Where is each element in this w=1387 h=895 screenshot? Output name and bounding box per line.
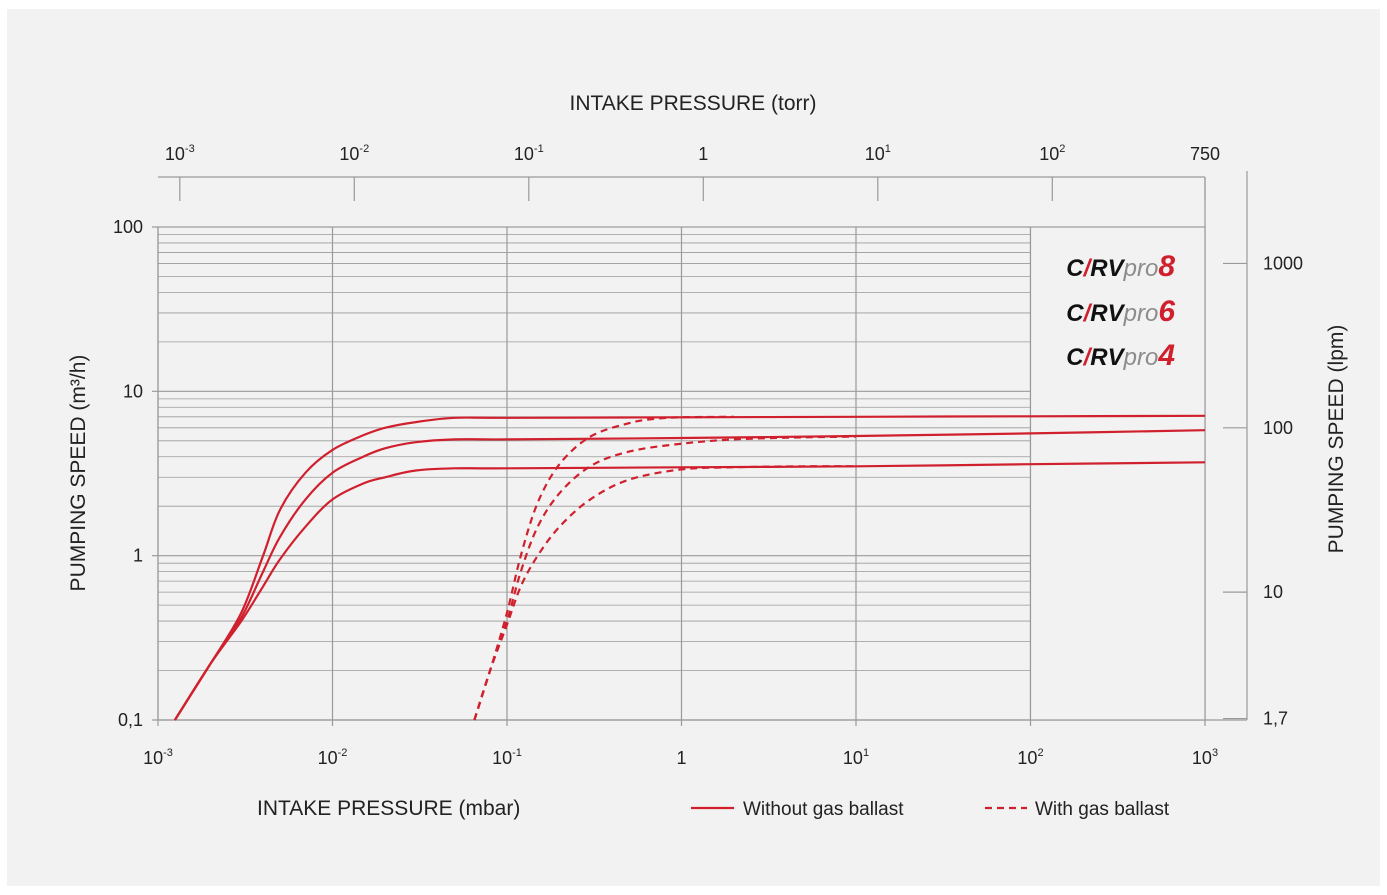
curve-crvpro4-dashed [473,465,857,721]
x-tick-label: 10-2 [318,747,348,768]
legend-dashed-label: With gas ballast [1035,799,1170,820]
y-tick-label: 0,1 [118,710,143,730]
x-tick-label: 101 [843,747,869,768]
x-tick-label: 1 [676,748,686,768]
grid [157,227,1206,721]
top-tick-label: 102 [1039,143,1065,164]
curve-crvpro8-solid [173,414,1206,721]
top-tick-label: 101 [865,143,891,164]
top-x-axis-title: INTAKE PRESSURE (torr) [570,92,817,115]
curve-crvpro4-solid [173,461,1206,721]
curve-crvpro8-dashed [473,415,735,721]
brand-label-8: C/RVpro8 [1066,250,1175,283]
brand-label-6: C/RVpro6 [1066,295,1175,328]
brand-label-4: C/RVpro4 [1066,339,1175,372]
curve-crvpro6-solid [173,429,1206,721]
top-tick-label: 1 [698,144,708,164]
right-tick-label: 1000 [1263,253,1303,273]
legend-dashed: With gas ballast [985,799,1170,820]
x-tick-label: 103 [1192,747,1218,768]
x-axis-title: INTAKE PRESSURE (mbar) [257,797,520,820]
top-tick-label: 10-3 [165,143,195,164]
legend-brands: C/RVpro8 C/RVpro6 C/RVpro4 [1066,250,1175,372]
x-tick-label: 102 [1017,747,1043,768]
x-tick-label: 10-1 [492,747,522,768]
right-y-axis-title: PUMPING SPEED (lpm) [1325,325,1348,554]
right-tick-label: 10 [1263,582,1283,602]
y-tick-label: 1 [133,546,143,566]
y-tick-label: 100 [113,217,143,237]
legend-solid: Without gas ballast [691,799,904,820]
y-axis-title: PUMPING SPEED (m³/h) [67,355,90,592]
right-tick-label: 1,7 [1263,709,1288,729]
series-group [173,414,1206,721]
legend-solid-label: Without gas ballast [743,799,904,820]
top-tick-label: 10-2 [339,143,369,164]
top-tick-label: 750 [1190,144,1220,164]
top-tick-label: 10-1 [514,143,544,164]
chart-frame: 10-3 10-2 10-1 1 101 102 750 1000 100 10 1,7 10-3 10… [7,9,1380,886]
x-tick-label: 10-3 [143,747,173,768]
legend-box-bg [1030,227,1205,720]
right-tick-label: 100 [1263,418,1293,438]
axes [152,171,1248,726]
y-tick-label: 10 [123,381,143,401]
